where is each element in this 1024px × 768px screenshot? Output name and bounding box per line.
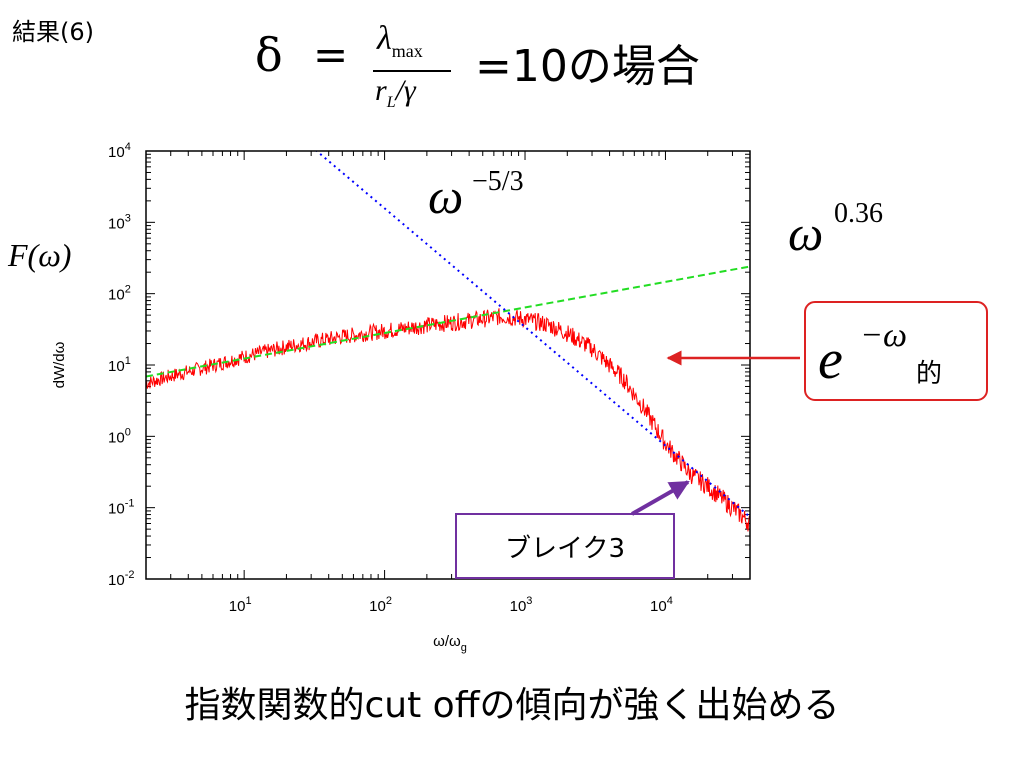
y-tick-label: 103 [108, 212, 131, 232]
exp-cutoff-box [804, 301, 988, 401]
slide-caption: 指数関数的cut offの傾向が強く出始める [184, 685, 840, 726]
plot-frame [145, 150, 751, 580]
slope-neg-base: ω [428, 168, 463, 224]
title-delta: δ [255, 28, 283, 82]
fit-line-high [315, 151, 750, 518]
lambda-subscript: max [391, 40, 423, 61]
x-tick-label: 101 [229, 595, 252, 615]
exp-cutoff-exponent: −ω [860, 317, 907, 354]
fraction-numerator: λmax [377, 20, 423, 62]
slope-pos-exponent: 0.36 [834, 198, 883, 229]
exp-cutoff-suffix: 的 [916, 359, 942, 389]
spectrum-series [146, 308, 750, 532]
break-label: ブレイク3 [505, 534, 625, 564]
larmor-subscript: L [386, 94, 396, 111]
y-tick-label: 100 [108, 426, 131, 446]
y-tick-label: 102 [108, 284, 131, 304]
x-tick-label: 103 [510, 595, 533, 615]
slope-neg-exponent: −5/3 [472, 166, 524, 197]
x-axis-label: ω/ωg [433, 633, 467, 654]
title-value: =10の場合 [475, 41, 700, 92]
slide-title: δ = λmax rL/γ =10の場合 [255, 18, 815, 118]
break-label-box [455, 513, 675, 579]
x-tick-labels: 101 102 103 104 [229, 595, 673, 615]
lambda-symbol: λ [377, 20, 392, 57]
gamma-divisor: /γ [395, 74, 416, 107]
y-tick-label: 101 [108, 355, 131, 375]
title-equals: = [313, 30, 349, 79]
x-tick-label: 102 [369, 595, 392, 615]
exp-cutoff-base: e [818, 329, 843, 391]
slope-pos-base: ω [788, 205, 823, 261]
y-tick-label: 104 [108, 141, 131, 161]
fraction-bar [373, 70, 451, 72]
y-tick-label: 10-1 [108, 498, 134, 518]
x-tick-label: 104 [650, 595, 673, 615]
slide-label: 結果(6) [12, 18, 94, 46]
y-tick-label: 10-2 [108, 569, 134, 589]
fraction-denominator: rL/γ [375, 74, 416, 112]
title-fraction: λmax rL/γ [373, 18, 453, 118]
f-omega-label: F(ω) [7, 237, 71, 273]
fit-line-low [146, 265, 750, 378]
break-arrow [631, 480, 690, 516]
plot-area [146, 151, 750, 532]
larmor-radius-symbol: r [375, 74, 387, 107]
y-tick-labels: 104 103 102 101 100 10-1 10-2 [108, 141, 134, 589]
y-axis-label: dW/dω [51, 341, 68, 388]
